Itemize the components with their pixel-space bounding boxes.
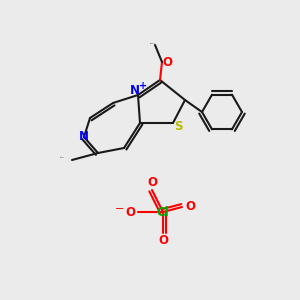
Text: O: O <box>125 206 135 218</box>
Text: +: + <box>139 81 147 91</box>
Text: O: O <box>185 200 195 214</box>
Text: O: O <box>147 176 157 188</box>
Text: methoxy: methoxy <box>150 42 156 44</box>
Text: −: − <box>115 204 125 214</box>
Text: S: S <box>174 119 182 133</box>
Text: Cl: Cl <box>157 206 169 218</box>
Text: N: N <box>130 85 140 98</box>
Text: O: O <box>158 235 168 248</box>
Text: O: O <box>162 56 172 68</box>
Text: methyl: methyl <box>60 157 65 158</box>
Text: N: N <box>79 130 89 143</box>
